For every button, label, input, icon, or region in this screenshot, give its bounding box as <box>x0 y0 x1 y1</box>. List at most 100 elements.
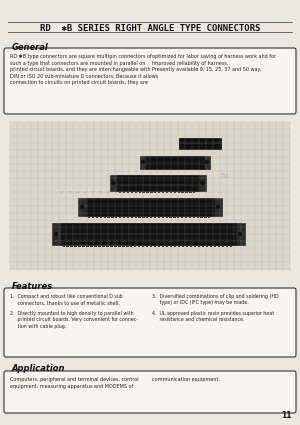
FancyBboxPatch shape <box>4 288 296 357</box>
Bar <box>182 245 184 246</box>
Bar <box>190 245 192 246</box>
Bar <box>182 191 184 193</box>
Bar <box>206 245 208 246</box>
Bar <box>218 245 220 246</box>
Bar <box>110 245 112 246</box>
Bar <box>194 168 196 170</box>
Circle shape <box>217 206 220 209</box>
Bar <box>127 216 129 218</box>
Bar <box>171 168 173 170</box>
Bar <box>114 245 117 246</box>
Bar <box>208 148 210 150</box>
Bar <box>198 168 200 170</box>
Bar <box>88 216 90 218</box>
Bar <box>158 245 160 246</box>
Bar <box>183 168 185 170</box>
Circle shape <box>80 206 83 209</box>
Bar <box>166 245 168 246</box>
Bar <box>160 168 162 170</box>
Bar <box>236 223 244 245</box>
Bar <box>169 216 172 218</box>
Bar <box>135 191 137 193</box>
Text: communication equipment.: communication equipment. <box>152 377 220 382</box>
Bar <box>150 191 152 193</box>
Bar <box>146 216 148 218</box>
Bar <box>67 245 69 246</box>
Bar <box>150 245 152 246</box>
Bar <box>102 245 105 246</box>
Bar <box>204 156 210 168</box>
Bar <box>174 191 176 193</box>
Bar <box>146 156 204 168</box>
Text: 1.  Compact and robust like conventional D sub
     connectors, thanks to use of: 1. Compact and robust like conventional … <box>10 294 123 306</box>
Bar <box>175 168 177 170</box>
Bar <box>119 191 121 193</box>
Bar <box>82 245 85 246</box>
Bar <box>202 245 204 246</box>
Bar <box>148 168 150 170</box>
Bar <box>106 245 109 246</box>
Bar <box>115 216 118 218</box>
Bar <box>150 216 152 218</box>
Bar <box>173 216 175 218</box>
Bar <box>74 245 77 246</box>
Bar <box>134 245 136 246</box>
Bar <box>193 216 195 218</box>
Bar <box>92 216 94 218</box>
Bar <box>138 216 141 218</box>
Bar <box>189 191 191 193</box>
Bar <box>90 245 93 246</box>
Bar <box>78 245 81 246</box>
Bar <box>215 148 218 150</box>
Bar <box>156 168 158 170</box>
Circle shape <box>201 181 204 184</box>
Bar <box>162 216 164 218</box>
Text: Computers, peripheral and terminal devices, control
equipment, measuring apparat: Computers, peripheral and terminal devic… <box>10 377 139 388</box>
Bar <box>204 216 207 218</box>
Text: 2.  Directly mounted to high density to parallel with
     printed circuit board: 2. Directly mounted to high density to p… <box>10 311 138 329</box>
Text: э  л  е  к  т  р  о  н: э л е к т р о н <box>60 190 118 195</box>
Bar <box>179 138 221 148</box>
Bar <box>222 245 224 246</box>
Bar <box>185 148 187 150</box>
Bar <box>190 168 193 170</box>
Bar <box>130 216 133 218</box>
Bar <box>117 175 199 191</box>
Text: General: General <box>12 43 49 52</box>
Bar <box>178 191 180 193</box>
Bar <box>62 245 65 246</box>
Bar <box>192 148 195 150</box>
Bar <box>142 191 145 193</box>
Bar <box>170 245 172 246</box>
Bar <box>196 148 199 150</box>
Bar <box>204 148 206 150</box>
Bar <box>70 245 73 246</box>
Bar <box>177 216 179 218</box>
Bar <box>138 245 140 246</box>
Bar <box>134 216 137 218</box>
Bar <box>123 216 125 218</box>
Bar <box>185 216 187 218</box>
Bar <box>174 245 176 246</box>
FancyBboxPatch shape <box>4 48 296 114</box>
Bar <box>196 216 199 218</box>
Bar <box>226 245 228 246</box>
Bar <box>212 148 214 150</box>
Bar <box>194 245 196 246</box>
Text: 11: 11 <box>281 411 292 420</box>
Bar <box>208 216 211 218</box>
Bar <box>166 191 168 193</box>
Bar <box>130 245 133 246</box>
Circle shape <box>238 232 242 235</box>
Bar <box>103 216 106 218</box>
Text: 3.  Diversified combinations of clip and soldering (HD
     type) or IDC (IFC ty: 3. Diversified combinations of clip and … <box>152 294 279 306</box>
Bar <box>230 245 232 246</box>
Bar <box>107 216 110 218</box>
Text: 4.  UL approved plastic resin provides superior heat
     resistance and chemica: 4. UL approved plastic resin provides su… <box>152 311 274 323</box>
Bar <box>123 191 125 193</box>
Bar <box>200 216 203 218</box>
Text: ru: ru <box>220 170 228 179</box>
Circle shape <box>142 161 145 164</box>
Bar <box>154 216 156 218</box>
Bar <box>187 168 189 170</box>
